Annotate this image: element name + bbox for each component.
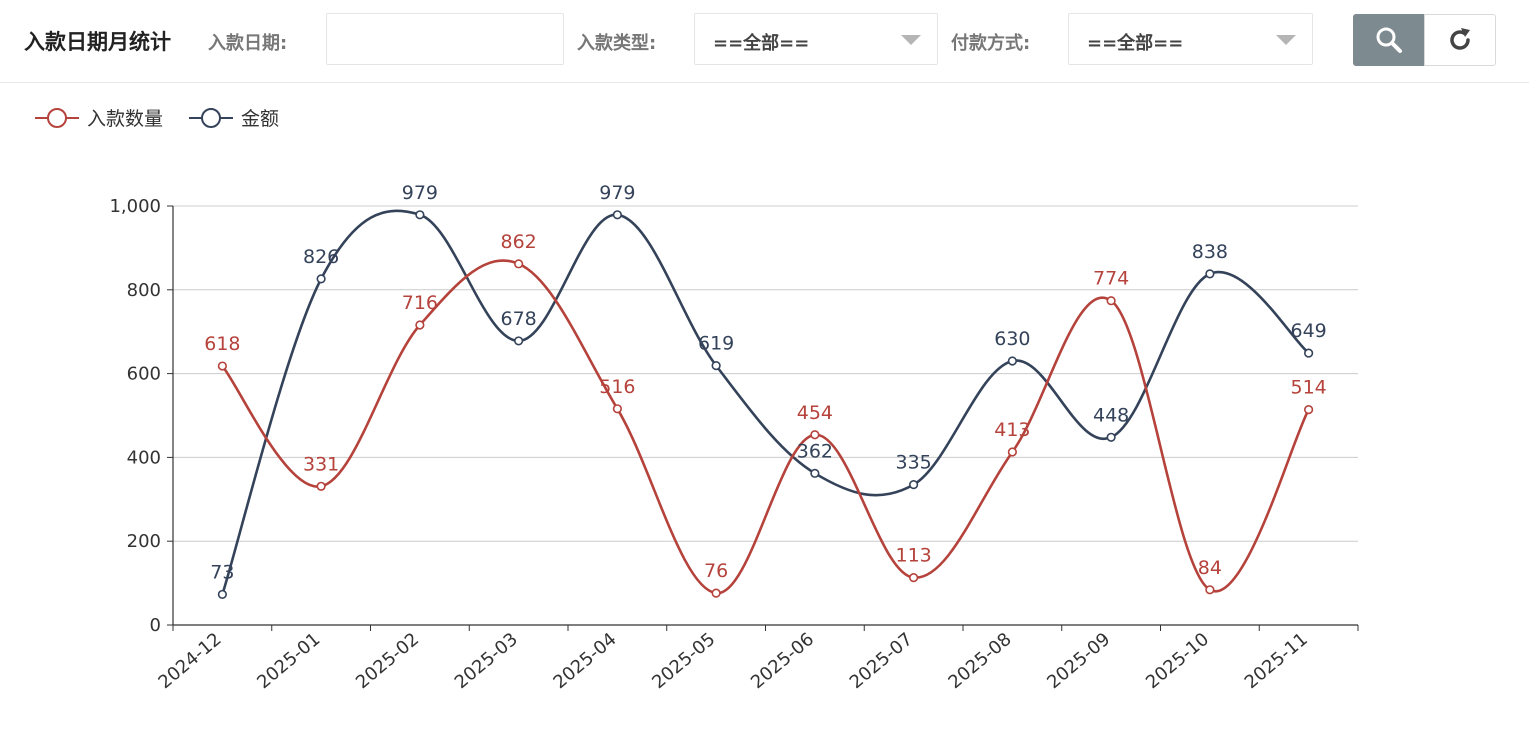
data-label: 979	[599, 182, 635, 204]
series-line-1	[221, 209, 1310, 595]
x-tick-label: 2025-05	[648, 629, 719, 693]
data-point	[612, 210, 622, 220]
data-point	[1304, 405, 1314, 415]
date-input[interactable]	[326, 13, 564, 65]
data-point	[711, 588, 721, 598]
data-label: 454	[797, 402, 833, 424]
data-point	[1007, 356, 1017, 366]
pay-select-value: ==全部==	[1087, 33, 1184, 54]
data-point	[415, 210, 425, 220]
data-point	[316, 481, 326, 491]
data-label: 619	[698, 333, 734, 355]
legend-label: 金额	[241, 108, 279, 130]
pay-select[interactable]: ==全部==	[1068, 13, 1313, 65]
pay-label: 付款方式:	[951, 33, 1031, 54]
data-label: 84	[1198, 557, 1222, 579]
y-tick-label: 800	[127, 280, 161, 301]
refresh-button[interactable]	[1424, 14, 1496, 66]
data-label: 649	[1290, 320, 1326, 342]
series-line-0	[221, 259, 1310, 595]
x-tick-label: 2025-03	[451, 629, 522, 693]
y-tick-label: 200	[127, 531, 161, 552]
data-point	[1106, 432, 1116, 442]
data-label: 516	[599, 376, 635, 398]
x-tick-label: 2025-10	[1142, 629, 1213, 693]
data-point	[810, 468, 820, 478]
data-point	[1304, 348, 1314, 358]
data-point	[1007, 447, 1017, 457]
x-tick-label: 2024-12	[154, 629, 225, 693]
data-label: 362	[797, 440, 833, 462]
y-tick-label: 1,000	[109, 196, 161, 217]
data-label: 113	[895, 545, 931, 567]
legend-label: 入款数量	[87, 108, 163, 130]
data-point	[711, 361, 721, 371]
data-label: 826	[303, 246, 339, 268]
data-label: 618	[204, 333, 240, 355]
data-point	[909, 480, 919, 490]
data-label: 979	[402, 182, 438, 204]
data-label: 514	[1290, 377, 1326, 399]
x-tick-label: 2025-06	[747, 629, 818, 693]
data-point	[316, 274, 326, 284]
chevron-down-icon	[901, 35, 921, 45]
chart-data-labels: 73 826 979 678 979 619 362 335 630 448 838 649 618 33…	[204, 182, 1327, 584]
type-select[interactable]: ==全部==	[694, 13, 938, 65]
x-tick-label: 2025-07	[846, 629, 917, 693]
search-button[interactable]	[1353, 14, 1425, 66]
chart-series	[217, 209, 1314, 600]
data-label: 413	[994, 419, 1030, 441]
data-point	[1205, 269, 1215, 279]
data-label: 335	[895, 452, 931, 474]
data-point	[810, 430, 820, 440]
y-tick-label: 600	[127, 364, 161, 385]
page-title: 入款日期月统计	[24, 30, 171, 54]
x-tick-label: 2025-09	[1043, 629, 1114, 693]
chevron-down-icon	[1276, 35, 1296, 45]
y-tick-label: 0	[150, 615, 161, 636]
data-label: 73	[210, 561, 234, 583]
data-label: 678	[500, 308, 536, 330]
search-icon	[1376, 27, 1402, 53]
date-label: 入款日期:	[208, 33, 288, 54]
data-point	[514, 259, 524, 269]
x-tick-label: 2025-02	[352, 629, 423, 693]
x-tick-label: 2025-04	[549, 629, 620, 693]
legend-marker	[201, 108, 221, 128]
data-label: 76	[704, 560, 728, 582]
data-label: 774	[1093, 268, 1129, 290]
data-label: 716	[402, 292, 438, 314]
y-tick-label: 400	[127, 447, 161, 468]
chart-axes: 0 200 400 600 800 1,000 2024-12 2025-01 2025-02 2…	[109, 196, 1359, 693]
data-label: 838	[1192, 241, 1228, 263]
data-point	[415, 320, 425, 330]
data-label: 630	[994, 328, 1030, 350]
data-label: 448	[1093, 404, 1129, 426]
line-chart: 入款数量 金额 0 200 400 600 800 1,000 2024-12 2025-01 2…	[35, 108, 1359, 693]
type-label: 入款类型:	[577, 33, 657, 54]
data-point	[217, 361, 227, 371]
filter-toolbar: 入款日期月统计 入款日期: 入款类型: ==全部== 付款方式: ==全部==	[0, 0, 1529, 83]
x-tick-label: 2025-11	[1241, 629, 1312, 693]
x-tick-label: 2025-08	[944, 629, 1015, 693]
data-point	[1106, 296, 1116, 306]
data-point	[514, 336, 524, 346]
data-point	[612, 404, 622, 414]
chart-legend: 入款数量 金额	[35, 108, 279, 130]
type-select-value: ==全部==	[713, 33, 810, 54]
chart-grid	[173, 205, 1358, 542]
data-point	[1205, 585, 1215, 595]
x-tick-label: 2025-01	[253, 629, 324, 693]
data-label: 862	[500, 231, 536, 253]
refresh-icon	[1450, 28, 1470, 50]
data-point	[217, 589, 227, 600]
data-label: 331	[303, 453, 339, 475]
legend-marker	[47, 108, 67, 128]
data-point	[909, 573, 919, 583]
